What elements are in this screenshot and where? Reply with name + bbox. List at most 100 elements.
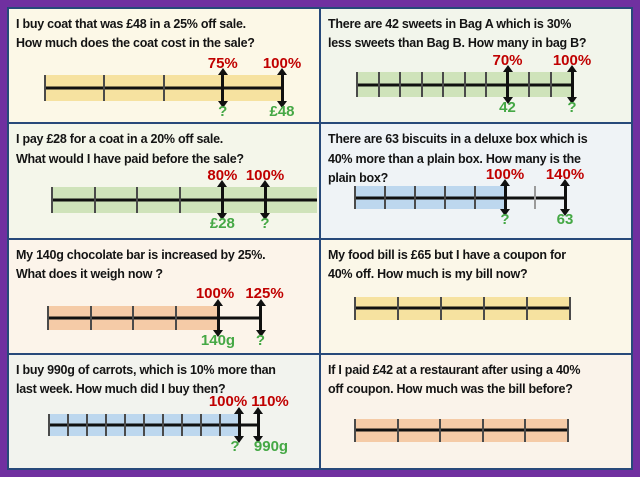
arrowhead-down-icon [567,97,577,104]
segment-divider [377,72,380,97]
arrowhead-up-icon [502,65,513,72]
bar [354,296,571,320]
segment-divider [439,418,442,442]
arrow-shaft [256,410,260,439]
segment-divider [481,418,484,442]
segment-divider [178,187,181,214]
arrowhead-up-icon [277,68,287,75]
segment-divider [86,413,88,436]
segment-divider [136,187,139,214]
segment-divider [420,72,423,97]
segment-divider [181,413,183,436]
question-text: My food bill is £65 but I have a coupon … [328,247,566,281]
bar-midline [52,198,317,202]
arrowhead-down-icon [500,209,510,217]
percent-label: 110% [251,393,289,411]
segment-divider [524,418,527,442]
bar: 100%? 110% 990g [48,394,289,454]
segment-divider [399,72,401,97]
arrowhead-up-icon [217,68,228,75]
bar-model-diagram: 100% 140g 125%? [9,240,319,353]
arrowhead-up-icon [213,298,223,306]
worksheet-grid: I buy coat that was £48 in a 25% off sal… [7,7,633,470]
segment-divider [397,296,399,320]
arrowhead-up-icon [560,179,570,187]
arrowhead-up-icon [217,180,228,188]
bar: 75%? 100% £48 [44,55,301,120]
segment-divider [48,413,50,436]
segment-divider [143,413,145,436]
percent-label: 100% [262,54,302,72]
percent-label: 100% [195,285,235,302]
segment-divider [103,75,106,101]
percent-label: 125% [245,285,284,302]
question-text: My 140g chocolate bar is increased by 25… [16,247,266,281]
value-label: ? [260,215,270,233]
bar-model-diagram [321,240,631,353]
bar-model-diagram: 70% 42 100%? [321,9,631,122]
percent-label: 100% [245,166,285,184]
segment-divider [396,418,399,442]
value-label: £28 [209,215,235,233]
value-label: 140g [200,331,236,349]
segment-divider [440,296,442,320]
segment-divider [463,72,466,97]
question-text: I buy coat that was £48 in a 25% off sal… [16,17,255,51]
bar: 70% 42 100%? [356,52,591,116]
arrow-shaft [503,183,507,213]
bar-midline [49,423,258,427]
segment-divider [444,186,446,210]
question-text: There are 63 biscuits in a deluxe box wh… [328,132,588,185]
value-label: ? [500,211,510,229]
segment-divider [67,413,69,436]
arrowhead-down-icon [253,435,263,443]
segment-divider [442,72,444,97]
segment-divider [549,72,552,97]
arrowhead-down-icon [217,213,228,221]
segment-divider [47,305,49,330]
arrowhead-down-icon [260,213,270,221]
segment-divider [89,305,92,330]
bar: 100% 140g 125%? [47,285,284,348]
arrow-shaft [263,184,267,217]
arrowhead-down-icon [255,329,266,337]
bar-model-diagram: 100%? 140% 63 [321,124,631,237]
segment-divider [105,413,107,436]
arrowhead-up-icon [253,406,263,414]
value-label: 990g [253,437,289,455]
segment-divider [219,413,221,436]
bar-midline [355,196,565,200]
segment-divider [526,296,528,320]
arrow-shaft [216,302,220,333]
question-text: If I paid £42 at a restaurant after usin… [328,362,581,397]
value-label: ? [255,331,266,349]
arrowhead-up-icon [234,406,244,414]
problem-card-4: There are 63 biscuits in a deluxe box wh… [321,124,631,238]
value-label: 63 [556,211,574,229]
problem-card-7: I buy 990g of carrots, which is 10% more… [9,354,319,468]
arrowhead-up-icon [260,180,270,188]
bar-model-diagram [321,355,631,468]
arrow-shaft [220,184,224,217]
question-text: I pay £28 for a coat in a 20% off sale. … [16,132,244,166]
value-label: ? [230,437,240,455]
segment-divider [354,296,356,320]
segment-divider [354,418,356,442]
arrowhead-up-icon [567,65,577,72]
percent-label: 100% [485,165,525,183]
extension-tick [534,186,536,210]
problem-card-5: My 140g chocolate bar is increased by 25… [9,239,319,353]
percent-label: 70% [492,51,523,69]
bar [354,418,569,442]
value-label: ? [567,99,577,116]
segment-divider [174,305,177,330]
percent-label: 75% [207,54,238,72]
percent-label: 140% [545,165,585,183]
arrow-shaft [237,410,241,439]
segment-divider [162,75,165,101]
bar-midline [355,306,570,310]
segment-divider [356,72,358,97]
percent-label: 100% [552,51,592,69]
problem-card-1: I buy coat that was £48 in a 25% off sal… [9,9,319,123]
segment-divider [483,296,485,320]
